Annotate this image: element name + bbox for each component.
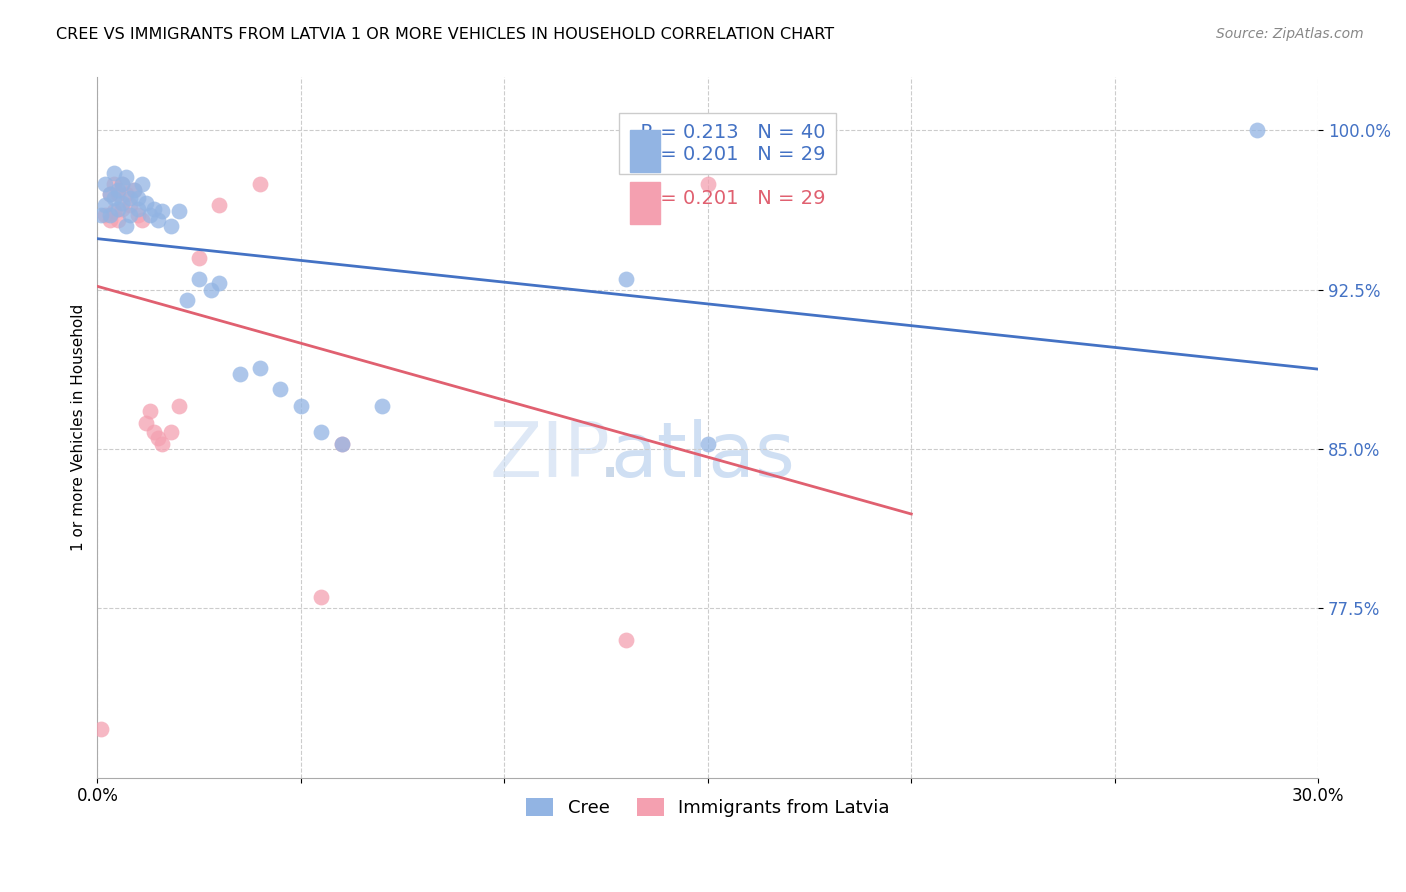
Text: R = 0.201   N = 29: R = 0.201 N = 29 <box>628 189 825 209</box>
Point <box>111 195 134 210</box>
Point <box>188 272 211 286</box>
Point <box>616 632 638 647</box>
Point <box>330 437 353 451</box>
Point <box>309 425 332 439</box>
Point <box>98 187 121 202</box>
Point <box>131 212 153 227</box>
Point <box>107 183 129 197</box>
Point <box>139 208 162 222</box>
FancyBboxPatch shape <box>630 183 661 225</box>
Point <box>152 204 174 219</box>
FancyBboxPatch shape <box>630 130 661 172</box>
Point <box>139 403 162 417</box>
Point <box>135 195 157 210</box>
Point <box>290 399 312 413</box>
Point <box>616 272 638 286</box>
Point <box>249 361 271 376</box>
Point <box>94 208 117 222</box>
Point <box>152 437 174 451</box>
Point <box>111 202 134 216</box>
Point <box>135 417 157 431</box>
Point <box>143 425 166 439</box>
Legend: Cree, Immigrants from Latvia: Cree, Immigrants from Latvia <box>519 790 897 824</box>
Point <box>107 187 129 202</box>
Point <box>115 187 138 202</box>
Point <box>103 177 125 191</box>
Point <box>148 212 170 227</box>
Point <box>229 368 252 382</box>
Point <box>127 202 149 216</box>
Point <box>115 219 138 233</box>
Point <box>115 170 138 185</box>
Point <box>200 283 222 297</box>
Point <box>103 191 125 205</box>
Point <box>118 191 141 205</box>
Point <box>111 177 134 191</box>
Point <box>111 177 134 191</box>
Point <box>330 437 353 451</box>
Point <box>188 251 211 265</box>
Point <box>309 591 332 605</box>
Point <box>122 183 145 197</box>
Point <box>103 166 125 180</box>
Point <box>167 204 190 219</box>
Point <box>696 177 718 191</box>
Point <box>208 277 231 291</box>
Point <box>127 208 149 222</box>
Text: CREE VS IMMIGRANTS FROM LATVIA 1 OR MORE VEHICLES IN HOUSEHOLD CORRELATION CHART: CREE VS IMMIGRANTS FROM LATVIA 1 OR MORE… <box>56 27 834 42</box>
Point <box>176 293 198 308</box>
Y-axis label: 1 or more Vehicles in Household: 1 or more Vehicles in Household <box>72 304 86 551</box>
Point <box>98 187 121 202</box>
Text: ZIP: ZIP <box>489 418 610 492</box>
Text: R = 0.213   N = 40
  R = 0.201   N = 29: R = 0.213 N = 40 R = 0.201 N = 29 <box>628 123 825 164</box>
Point <box>98 212 121 227</box>
Text: atlas: atlas <box>610 418 794 492</box>
Point <box>131 177 153 191</box>
Point <box>208 198 231 212</box>
Point <box>90 208 112 222</box>
Point <box>127 191 149 205</box>
Point <box>167 399 190 413</box>
Point <box>94 198 117 212</box>
Text: .: . <box>598 418 623 492</box>
Point <box>107 202 129 216</box>
Point <box>269 382 291 396</box>
Point <box>107 212 129 227</box>
Point <box>696 437 718 451</box>
Point <box>94 177 117 191</box>
Point <box>122 183 145 197</box>
Point <box>1246 123 1268 137</box>
Point <box>118 198 141 212</box>
Point <box>98 208 121 222</box>
Point <box>371 399 394 413</box>
Point <box>159 219 181 233</box>
Point <box>148 431 170 445</box>
Point <box>249 177 271 191</box>
Point <box>90 722 112 736</box>
Point <box>159 425 181 439</box>
Text: Source: ZipAtlas.com: Source: ZipAtlas.com <box>1216 27 1364 41</box>
Point <box>103 204 125 219</box>
Point <box>118 208 141 222</box>
Point <box>143 202 166 216</box>
